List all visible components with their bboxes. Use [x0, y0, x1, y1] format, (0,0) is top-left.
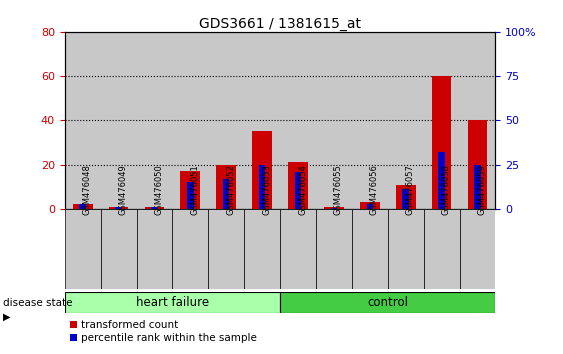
Text: heart failure: heart failure	[136, 296, 209, 309]
Text: GSM476052: GSM476052	[226, 165, 235, 215]
Bar	[388, 32, 424, 209]
Bar	[259, 165, 265, 209]
Bar	[360, 202, 379, 209]
Bar	[65, 32, 101, 209]
Text: GSM476049: GSM476049	[119, 165, 128, 215]
Bar	[288, 162, 308, 209]
Bar	[474, 165, 481, 209]
Bar	[244, 32, 280, 209]
FancyBboxPatch shape	[65, 292, 280, 313]
Bar	[137, 32, 172, 209]
Text: GSM476051: GSM476051	[190, 165, 199, 215]
Text: GSM476048: GSM476048	[83, 164, 92, 215]
Bar	[208, 32, 244, 209]
FancyBboxPatch shape	[280, 209, 316, 289]
Text: GSM476050: GSM476050	[154, 165, 163, 215]
Bar	[352, 32, 388, 209]
Text: GSM476058: GSM476058	[441, 164, 450, 215]
Bar	[145, 207, 164, 209]
FancyBboxPatch shape	[352, 209, 388, 289]
Bar	[316, 32, 352, 209]
Bar	[79, 204, 86, 209]
Bar	[324, 207, 344, 209]
FancyBboxPatch shape	[388, 209, 424, 289]
Text: GSM476055: GSM476055	[334, 165, 343, 215]
Bar	[459, 32, 495, 209]
Bar	[439, 152, 445, 209]
Bar	[172, 32, 208, 209]
FancyBboxPatch shape	[244, 209, 280, 289]
Bar	[367, 205, 373, 209]
FancyBboxPatch shape	[280, 292, 495, 313]
Text: GSM476053: GSM476053	[262, 164, 271, 215]
Bar	[73, 205, 92, 209]
Bar	[403, 189, 409, 209]
Bar	[101, 32, 137, 209]
FancyBboxPatch shape	[316, 209, 352, 289]
Bar	[151, 207, 158, 209]
Text: GSM476059: GSM476059	[477, 165, 486, 215]
FancyBboxPatch shape	[172, 209, 208, 289]
Legend: transformed count, percentile rank within the sample: transformed count, percentile rank withi…	[70, 320, 257, 343]
Bar	[295, 172, 301, 209]
Bar	[109, 207, 128, 209]
Bar	[252, 131, 272, 209]
FancyBboxPatch shape	[65, 209, 101, 289]
Bar	[468, 120, 488, 209]
Bar	[396, 184, 415, 209]
Bar	[181, 171, 200, 209]
FancyBboxPatch shape	[208, 209, 244, 289]
Bar	[280, 32, 316, 209]
Text: GSM476056: GSM476056	[370, 164, 379, 215]
Text: ▶: ▶	[3, 312, 10, 322]
Text: GSM476057: GSM476057	[406, 164, 415, 215]
Bar	[115, 207, 122, 209]
Bar	[216, 165, 236, 209]
FancyBboxPatch shape	[137, 209, 172, 289]
Bar	[424, 32, 459, 209]
Bar	[432, 76, 452, 209]
Bar	[187, 182, 194, 209]
FancyBboxPatch shape	[101, 209, 137, 289]
Text: control: control	[367, 296, 408, 309]
FancyBboxPatch shape	[424, 209, 459, 289]
Text: GSM476054: GSM476054	[298, 165, 307, 215]
Title: GDS3661 / 1381615_at: GDS3661 / 1381615_at	[199, 17, 361, 31]
Bar	[223, 179, 230, 209]
FancyBboxPatch shape	[459, 209, 495, 289]
Text: disease state: disease state	[3, 298, 72, 308]
Bar	[330, 208, 337, 209]
